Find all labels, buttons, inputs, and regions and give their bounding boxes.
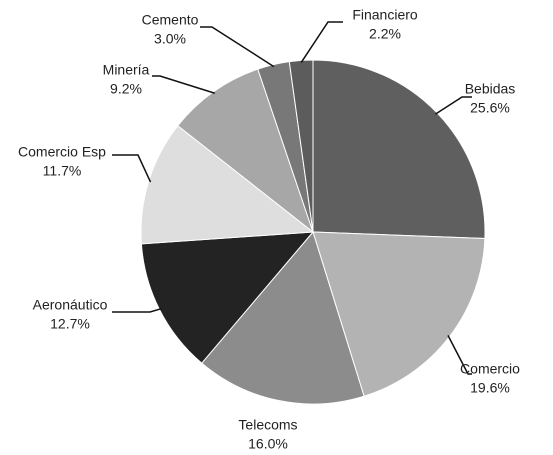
leader-line — [447, 335, 472, 375]
slice-label: Minería — [103, 62, 150, 78]
slice-label: Aeronáutico — [33, 297, 108, 313]
slice-label: Comercio Esp — [18, 144, 106, 160]
pie-slice — [312, 59, 486, 240]
leader-line — [300, 21, 343, 63]
slice-label: Telecoms — [238, 417, 297, 433]
slice-value-label: 11.7% — [43, 163, 82, 179]
leader-line — [200, 26, 275, 68]
slice-label: Comercio — [460, 361, 520, 377]
slice-value-label: 25.6% — [470, 100, 510, 116]
slice-value-label: 3.0% — [154, 31, 186, 47]
slice-value-label: 19.6% — [470, 380, 510, 396]
slice-label: Bebidas — [465, 81, 516, 97]
pie-slice — [140, 125, 315, 245]
slice-label: Cemento — [142, 12, 199, 28]
pie-slice — [288, 59, 314, 233]
leader-line — [435, 96, 472, 115]
leader-line — [152, 75, 216, 94]
slice-value-label: 16.0% — [248, 436, 288, 452]
pie-slice — [312, 231, 486, 397]
slice-value-label: 12.7% — [50, 316, 90, 332]
pie-slice — [201, 230, 365, 405]
slice-value-label: 2.2% — [369, 26, 401, 42]
leader-line — [112, 154, 152, 183]
pie-slice — [177, 68, 315, 234]
leader-line — [112, 307, 162, 313]
slice-label: Financiero — [352, 7, 418, 23]
slice-value-label: 9.2% — [110, 81, 142, 97]
